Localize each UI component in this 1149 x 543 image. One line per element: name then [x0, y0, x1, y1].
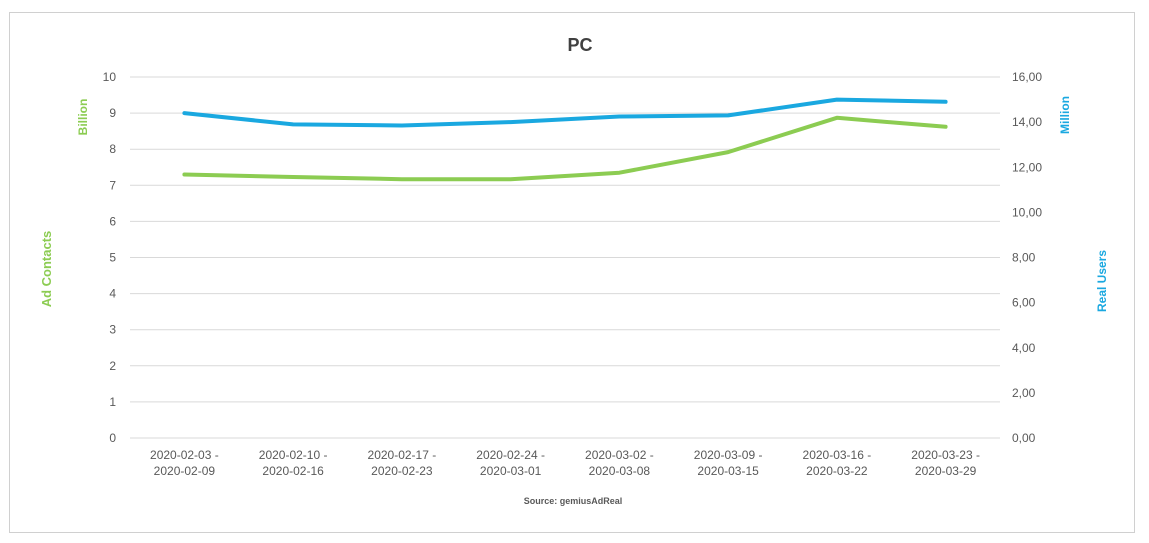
left-tick-label: 1 — [109, 395, 116, 409]
x-axis-ticks: 2020-02-03 -2020-02-09 2020-02-10 -2020-0… — [150, 448, 980, 478]
right-tick-label: 4,00 — [1012, 341, 1036, 355]
real-users-data-point — [618, 115, 620, 117]
left-tick-label: 5 — [109, 251, 116, 265]
chart-source-note: Source: gemiusAdReal — [524, 496, 623, 506]
chart-canvas: PC 0 1 2 3 4 5 6 7 8 9 10 0,00 2,00 4,00 6,00 8,00 10,0… — [39, 35, 1109, 506]
left-tick-label: 6 — [109, 214, 116, 228]
ad-contacts-data-point — [945, 126, 947, 128]
right-tick-label: 12,00 — [1012, 160, 1042, 174]
real-users-data-point — [183, 112, 185, 114]
left-tick-label: 3 — [109, 323, 116, 337]
left-axis-ticks: 0 1 2 3 4 5 6 7 8 9 10 — [103, 70, 117, 445]
x-tick-label: 2020-02-03 -2020-02-09 — [150, 448, 219, 478]
real-users-series-line — [182, 97, 948, 128]
right-axis-ticks: 0,00 2,00 4,00 6,00 8,00 10,00 12,00 14,00 16,00 — [1012, 70, 1042, 445]
left-tick-label: 4 — [109, 287, 116, 301]
left-tick-label: 10 — [103, 70, 117, 84]
real-users-data-point — [836, 99, 838, 101]
x-tick-label: 2020-02-10 -2020-02-16 — [259, 448, 328, 478]
gridlines — [130, 76, 1000, 439]
right-axis-label: Real Users — [1095, 250, 1109, 312]
ad-contacts-data-point — [836, 117, 838, 119]
ad-contacts-data-point — [618, 172, 620, 174]
x-tick-label: 2020-03-02 -2020-03-08 — [585, 448, 654, 478]
left-tick-label: 7 — [109, 178, 116, 192]
x-tick-label: 2020-02-17 -2020-02-23 — [368, 448, 437, 478]
right-axis-unit: Million — [1058, 96, 1072, 134]
left-tick-label: 2 — [109, 359, 116, 373]
ad-contacts-data-point — [292, 176, 294, 178]
chart-frame: PC 0 1 2 3 4 5 6 7 8 9 10 0,00 2,00 4,00 6,00 8,00 10,0… — [9, 12, 1135, 533]
left-tick-label: 8 — [109, 142, 116, 156]
series-lines — [182, 97, 948, 182]
ad-contacts-series-line — [182, 115, 948, 182]
real-users-data-point — [292, 123, 294, 125]
x-tick-label: 2020-03-16 -2020-03-22 — [803, 448, 872, 478]
real-users-data-point — [401, 125, 403, 127]
right-tick-label: 0,00 — [1012, 431, 1036, 445]
ad-contacts-data-point — [727, 151, 729, 153]
right-tick-label: 10,00 — [1012, 205, 1042, 219]
left-axis-unit: Billion — [76, 99, 90, 136]
ad-contacts-data-point — [510, 178, 512, 180]
chart-title: PC — [567, 35, 592, 55]
right-tick-label: 16,00 — [1012, 70, 1042, 84]
right-tick-label: 6,00 — [1012, 296, 1036, 310]
x-tick-label: 2020-03-09 -2020-03-15 — [694, 448, 763, 478]
left-axis-label: Ad Contacts — [39, 231, 54, 308]
left-tick-label: 0 — [109, 431, 116, 445]
real-users-data-point — [727, 114, 729, 116]
real-users-data-point — [945, 101, 947, 103]
ad-contacts-data-point — [401, 178, 403, 180]
right-tick-label: 2,00 — [1012, 386, 1036, 400]
left-tick-label: 9 — [109, 106, 116, 120]
x-tick-label: 2020-03-23 -2020-03-29 — [911, 448, 980, 478]
x-tick-label: 2020-02-24 -2020-03-01 — [476, 448, 545, 478]
right-tick-label: 14,00 — [1012, 115, 1042, 129]
right-tick-label: 8,00 — [1012, 251, 1036, 265]
ad-contacts-data-point — [183, 173, 185, 175]
real-users-data-point — [510, 121, 512, 123]
